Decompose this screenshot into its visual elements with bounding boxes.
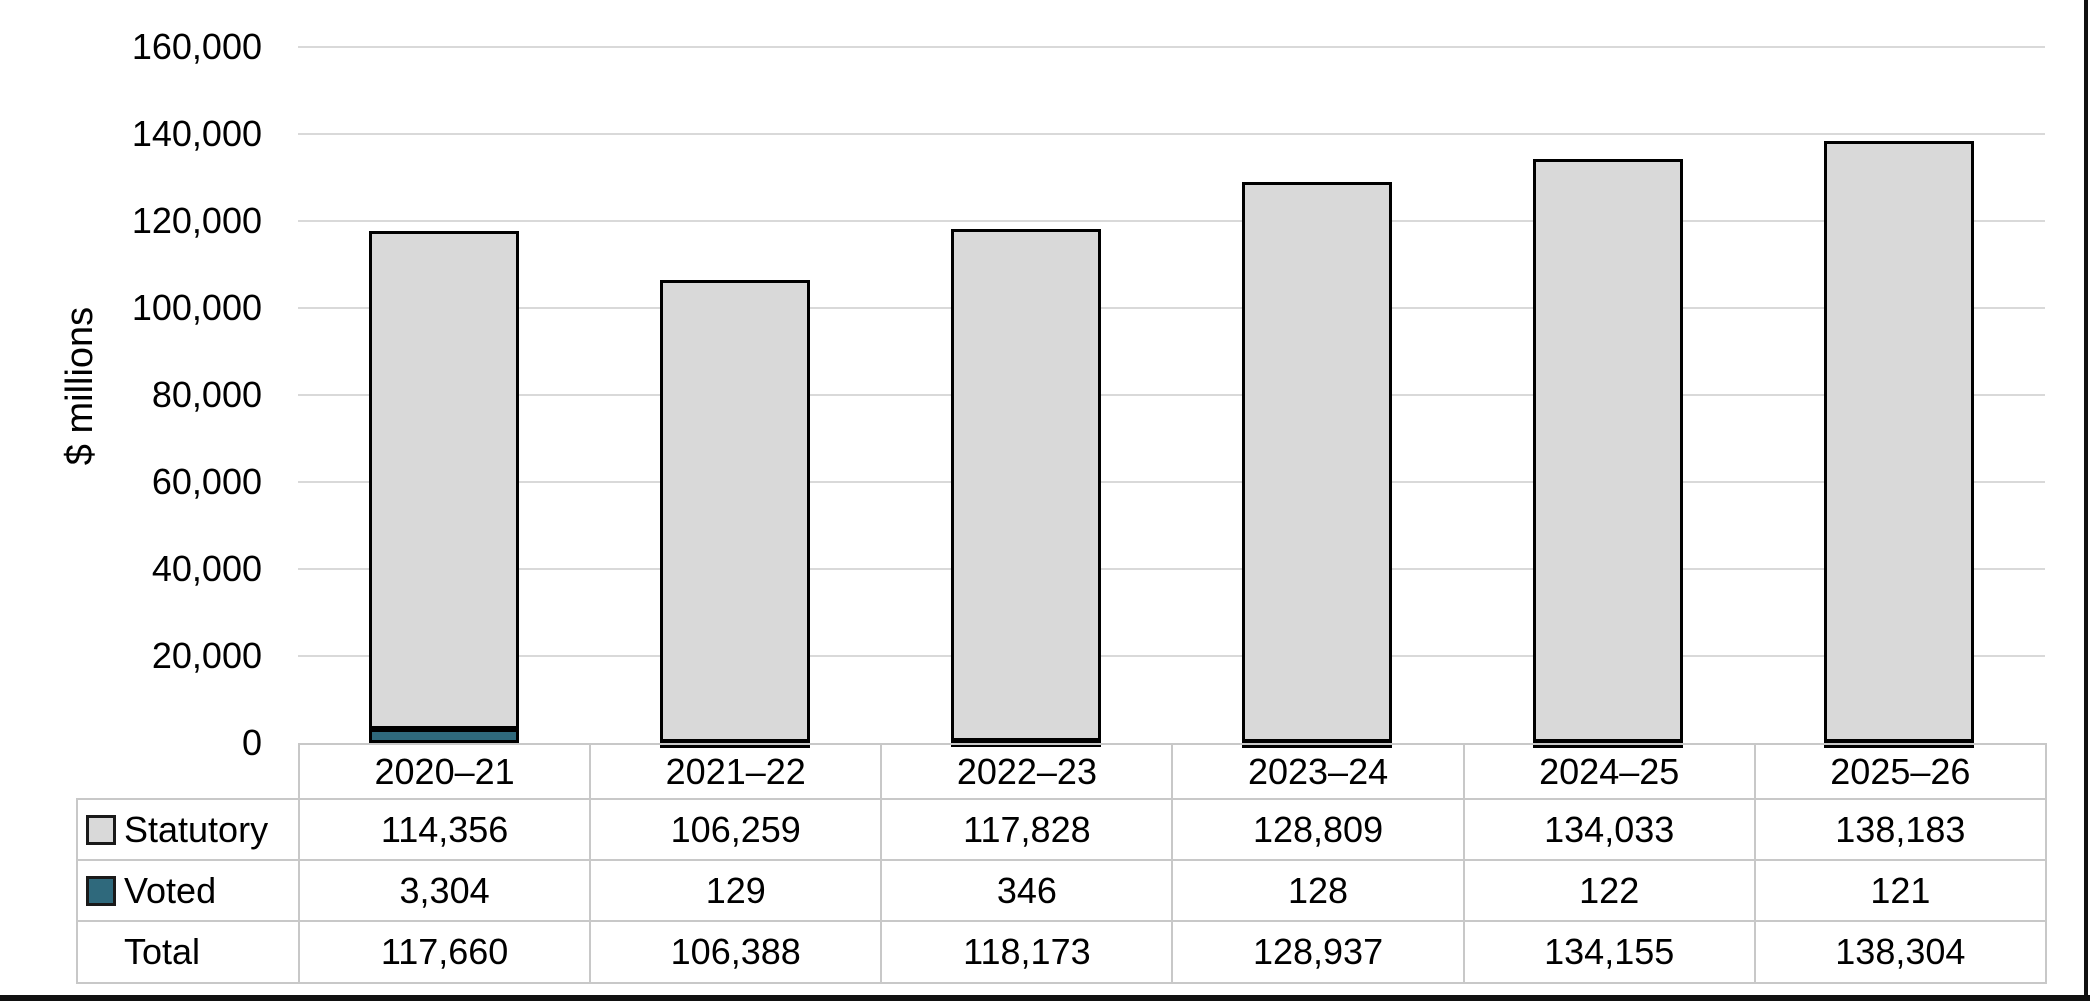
column-header-year: 2020–21 — [297, 743, 592, 800]
bar-segment-statutory — [1533, 159, 1684, 743]
y-axis-tick-label: 40,000 — [151, 548, 262, 589]
value-cell: 106,259 — [589, 798, 883, 861]
row-label-text: Total — [124, 931, 201, 972]
value-cell: 134,155 — [1462, 920, 1756, 984]
y-axis-tick-label: 100,000 — [131, 287, 262, 328]
column-header-year: 2023–24 — [1171, 743, 1465, 800]
value-cell: 128,809 — [1171, 798, 1465, 861]
y-axis-tick-label: 0 — [241, 722, 262, 763]
y-axis-tick-label: 20,000 — [151, 635, 262, 676]
gridline — [298, 307, 2045, 309]
y-axis-tick-label: 160,000 — [131, 26, 262, 67]
value-cell: 129 — [589, 859, 883, 922]
bar-segment-voted — [368, 728, 519, 743]
value-cell: 346 — [880, 859, 1174, 922]
screen-right-border — [2084, 0, 2088, 1001]
value-cell: 121 — [1753, 859, 2047, 922]
row-statutory: Statutory 114,356 106,259 117,828 128,809 134… — [76, 798, 2047, 861]
row-total-label: Total — [76, 920, 300, 984]
y-axis-tick-label: 60,000 — [151, 461, 262, 502]
row-label-text: Voted — [124, 869, 217, 911]
value-cell: 122 — [1462, 859, 1756, 922]
y-axis-tick-label: 120,000 — [131, 200, 262, 241]
screen-bottom-border — [0, 995, 2090, 1001]
value-cell: 128 — [1171, 859, 1465, 922]
value-cell: 106,388 — [589, 920, 883, 984]
row-statutory-label: Statutory — [76, 798, 300, 861]
gridline — [298, 220, 2045, 222]
row-voted: Voted 3,304 129 346 128 122 121 — [76, 859, 2047, 922]
value-cell: 128,937 — [1171, 920, 1465, 984]
gridline — [298, 46, 2045, 48]
gridline — [298, 568, 2045, 570]
value-cell: 134,033 — [1462, 798, 1756, 861]
y-axis-tick-label: 80,000 — [151, 374, 262, 415]
gridline — [298, 481, 2045, 483]
data-table: 2020–21 2021–22 2022–23 2023–24 2024–25 2025–… — [76, 743, 2047, 984]
bar-segment-statutory — [950, 228, 1101, 742]
column-header-year: 2021–22 — [589, 743, 883, 800]
bar-segment-statutory — [1242, 182, 1393, 743]
y-axis-tick-label: 140,000 — [131, 113, 262, 154]
bar-segment-statutory — [659, 280, 810, 743]
value-cell: 138,183 — [1753, 798, 2047, 861]
value-cell: 114,356 — [297, 798, 592, 861]
bar-segment-statutory — [1824, 141, 1975, 743]
value-cell: 138,304 — [1753, 920, 2047, 984]
row-label-text: Statutory — [124, 808, 269, 850]
gridline — [298, 655, 2045, 657]
column-header-year: 2025–26 — [1753, 743, 2047, 800]
row-total: Total 117,660 106,388 118,173 128,937 134,155… — [76, 920, 2047, 984]
value-cell: 117,660 — [297, 920, 592, 984]
chart-data-table: 2020–21 2021–22 2022–23 2023–24 2024–25 2025–… — [76, 743, 2047, 984]
column-header-year: 2022–23 — [880, 743, 1174, 800]
column-header-year: 2024–25 — [1462, 743, 1756, 800]
value-cell: 118,173 — [880, 920, 1174, 984]
row-voted-label: Voted — [76, 859, 300, 922]
legend-swatch-statutory — [86, 814, 116, 845]
value-cell: 117,828 — [880, 798, 1174, 861]
table-corner-cell — [77, 744, 299, 799]
legend-swatch-voted — [86, 875, 116, 906]
value-cell: 3,304 — [297, 859, 592, 922]
gridline — [298, 394, 2045, 396]
gridline — [298, 133, 2045, 135]
bar-segment-statutory — [368, 231, 519, 729]
